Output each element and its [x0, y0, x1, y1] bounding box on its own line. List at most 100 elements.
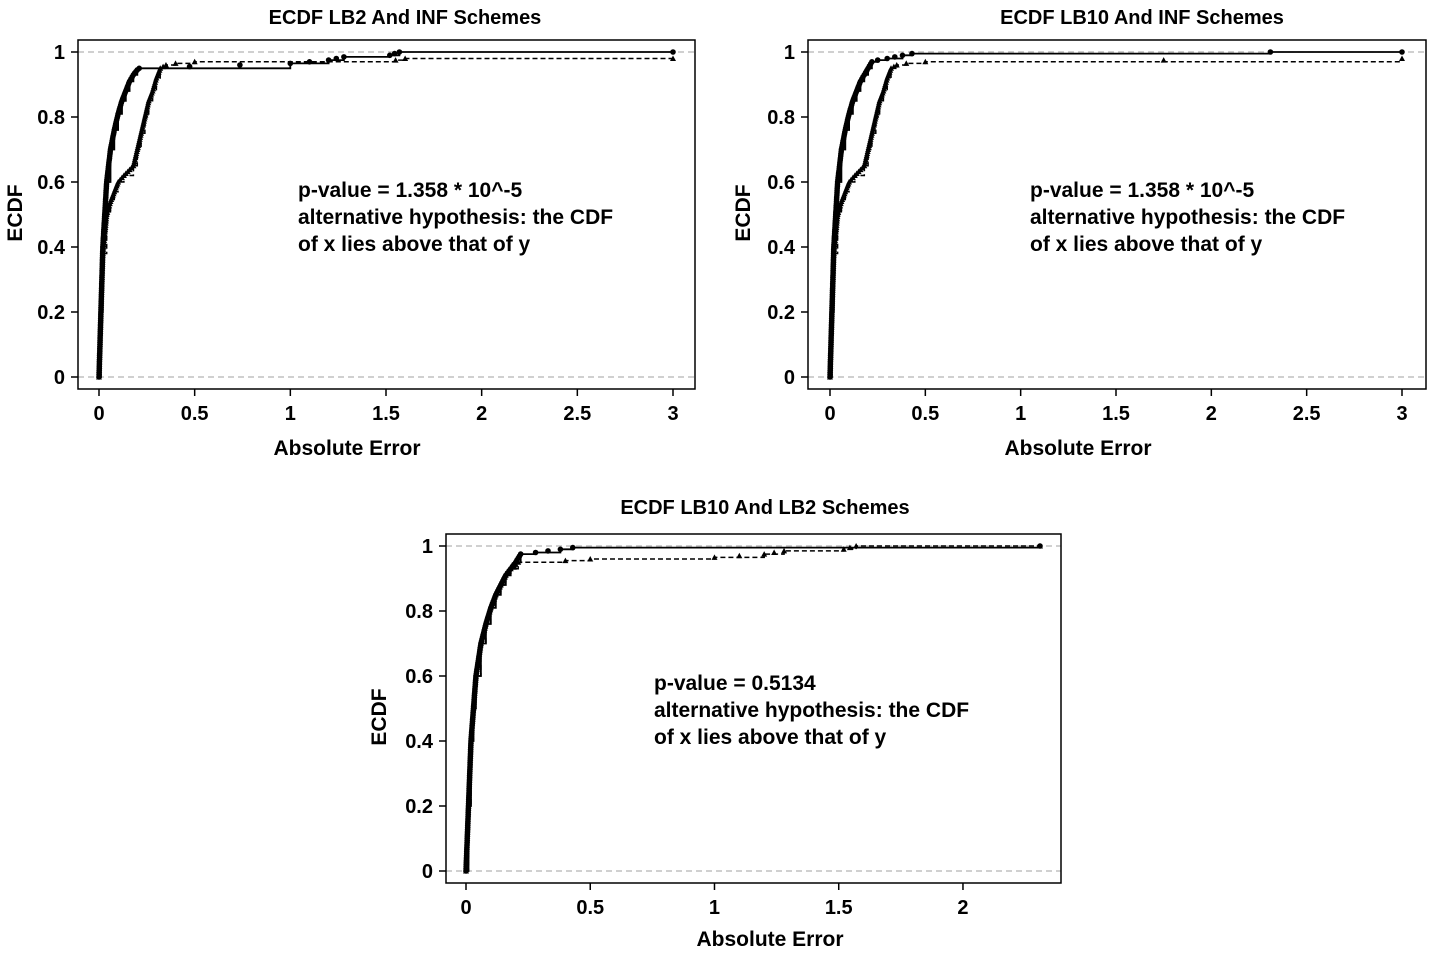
hypothesis-text-line2: of x lies above that of y [654, 726, 887, 749]
data-point-triangle [670, 55, 676, 61]
data-point-triangle [903, 60, 910, 66]
data-point-circle [892, 54, 898, 60]
y-axis-label: ECDF [368, 688, 391, 745]
data-point-circle [516, 553, 523, 559]
data-point-circle [884, 55, 890, 62]
data-point-triangle [872, 116, 879, 122]
data-point-triangle [736, 552, 743, 559]
x-tick-label: 0 [460, 897, 471, 919]
data-point-triangle [512, 561, 519, 567]
data-point-triangle [106, 200, 113, 207]
data-point-triangle [922, 58, 929, 65]
chart-title: ECDF LB2 And INF Schemes [269, 7, 542, 29]
data-point-circle [842, 129, 848, 135]
y-tick-label: 0.8 [37, 107, 65, 129]
hypothesis-text-line2: of x lies above that of y [1030, 233, 1263, 256]
hypothesis-text-line2: of x lies above that of y [298, 233, 531, 256]
data-point-circle [864, 67, 870, 74]
data-point-triangle [99, 252, 106, 259]
data-point-triangle [883, 77, 890, 83]
data-point-triangle [465, 805, 472, 811]
data-point-circle [1267, 49, 1274, 55]
y-tick-label: 0.8 [767, 107, 795, 129]
x-tick-label: 2 [957, 897, 968, 919]
data-point-triangle [152, 77, 159, 83]
x-tick-label: 1 [285, 403, 296, 425]
y-axis-label: ECDF [732, 184, 755, 241]
data-point-triangle [834, 213, 841, 220]
y-axis-label: ECDF [4, 184, 27, 241]
data-point-triangle [761, 551, 768, 557]
data-point-triangle [103, 213, 110, 220]
x-tick-label: 0.5 [576, 897, 604, 919]
data-point-triangle [1160, 57, 1167, 63]
data-point-triangle [587, 556, 594, 562]
data-point-circle [909, 50, 915, 57]
p-value-text: p-value = 1.358 * 10^-5 [298, 179, 522, 202]
data-point-triangle [482, 623, 489, 629]
x-tick-label: 2 [476, 403, 487, 425]
data-point-triangle [148, 89, 155, 96]
data-point-triangle [472, 675, 479, 681]
data-point-triangle [172, 60, 179, 66]
panel-lb10-lb2: ECDF LB10 And LB2 Schemes Absolute Error… [368, 497, 1062, 951]
data-point-circle [532, 549, 539, 556]
y-tick-label: 0.4 [37, 237, 66, 259]
data-point-circle [874, 57, 881, 63]
chart-title: ECDF LB10 And INF Schemes [1000, 7, 1284, 29]
y-tick-label: 1 [54, 42, 65, 64]
hypothesis-text-line1: alternative hypothesis: the CDF [1030, 206, 1345, 229]
plot-frame [445, 533, 1062, 884]
y-tick-label: 1 [422, 536, 433, 558]
x-axis-label: Absolute Error [273, 437, 420, 460]
data-point-circle [867, 61, 874, 67]
data-point-triangle [97, 311, 104, 317]
data-point-triangle [470, 707, 477, 714]
y-tick-label: 1 [784, 42, 795, 64]
chart-title: ECDF LB10 And LB2 Schemes [620, 497, 909, 519]
data-point-triangle [191, 58, 198, 65]
data-point-circle [111, 129, 117, 135]
data-point-triangle [402, 55, 409, 61]
data-point-circle [387, 52, 393, 59]
data-point-circle [341, 54, 347, 60]
data-point-triangle [868, 132, 875, 138]
data-point-triangle [887, 67, 894, 73]
x-tick-label: 1 [709, 897, 720, 919]
p-value-text: p-value = 0.5134 [654, 672, 816, 695]
data-point-circle [333, 55, 340, 62]
data-point-triangle [128, 164, 135, 171]
data-point-triangle [876, 99, 883, 106]
data-point-triangle [477, 642, 484, 649]
x-tick-label: 3 [1396, 403, 1407, 425]
data-point-triangle [133, 148, 140, 155]
plot-frame [807, 39, 1427, 390]
data-point-circle [860, 74, 866, 80]
data-point-triangle [491, 593, 498, 600]
data-point-circle [114, 113, 121, 119]
data-point-triangle [841, 190, 848, 197]
data-point-triangle [137, 132, 144, 138]
data-point-circle [545, 548, 551, 554]
data-point-circle [186, 63, 193, 70]
data-point-triangle [890, 63, 897, 70]
hypothesis-text-line1: alternative hypothesis: the CDF [654, 699, 969, 722]
data-point-triangle [837, 200, 844, 207]
data-point-circle [237, 62, 243, 68]
y-tick-label: 0.4 [405, 731, 434, 753]
p-value-text: p-value = 1.358 * 10^-5 [1030, 179, 1254, 202]
data-point-triangle [467, 740, 474, 746]
data-point-triangle [110, 190, 117, 197]
data-point-circle [838, 148, 844, 155]
data-point-triangle [487, 606, 494, 613]
y-tick-label: 0.6 [37, 172, 65, 194]
x-tick-label: 1 [1015, 403, 1026, 425]
data-point-triangle [846, 544, 853, 551]
data-point-circle [557, 546, 564, 553]
y-tick-label: 0.8 [405, 601, 433, 623]
y-tick-label: 0.2 [37, 302, 65, 324]
data-point-triangle [828, 311, 835, 317]
data-point-circle [391, 50, 398, 57]
data-point-triangle [160, 63, 167, 70]
